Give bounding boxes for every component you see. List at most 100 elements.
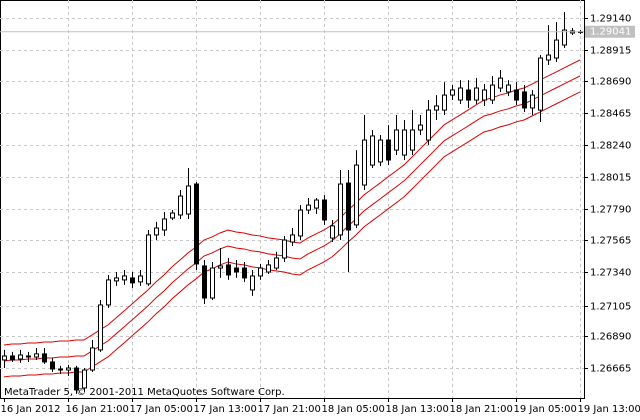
x-tick-label: 17 Jan 21:00	[258, 404, 321, 415]
candle-down	[242, 267, 247, 279]
envelope-line	[3, 91, 581, 378]
y-tick-label: 1.27565	[590, 236, 631, 247]
candle-down	[74, 367, 79, 391]
candle-up	[506, 84, 511, 93]
candle-down	[322, 199, 327, 221]
candle-up	[370, 135, 375, 166]
candle-up	[170, 212, 175, 219]
candle-up	[298, 209, 303, 237]
candle-up	[474, 87, 479, 101]
candle-up	[402, 129, 407, 156]
candle-down	[466, 89, 471, 101]
candle-up	[410, 129, 415, 151]
candle-up	[450, 89, 455, 96]
candle-up	[274, 257, 279, 269]
x-tick-label: 16 Jan 21:00	[66, 404, 129, 415]
candle-up	[394, 129, 399, 151]
candle-up	[186, 185, 191, 215]
copyright: MetaTrader 5, © 2001-2011 MetaQuotes Sof…	[4, 387, 285, 398]
candle-down	[42, 353, 47, 363]
y-tick-label: 1.27790	[590, 205, 631, 216]
candle-up	[114, 277, 119, 282]
y-tick-label: 1.27340	[590, 268, 631, 279]
candle-up	[98, 304, 103, 351]
y-tick-label: 1.26890	[590, 332, 631, 343]
x-tick-label: 19 Jan 13:00	[578, 404, 640, 415]
candle-up	[2, 355, 7, 361]
x-tick-label: 17 Jan 05:00	[130, 404, 193, 415]
candle-down	[234, 267, 239, 273]
candle-up	[362, 139, 367, 186]
candle-up	[554, 39, 559, 59]
candle-down	[202, 265, 207, 299]
candle-up	[106, 279, 111, 306]
candle-up	[330, 225, 335, 239]
candle-up	[538, 57, 543, 111]
candle-up	[314, 199, 319, 209]
candle-up	[178, 195, 183, 216]
candle-up	[218, 265, 223, 269]
plot-frame	[0, 0, 585, 399]
candle-up	[418, 124, 423, 131]
y-tick-label: 1.29140	[590, 14, 631, 25]
candle-down	[58, 368, 63, 371]
candle-down	[194, 183, 199, 265]
last-price-label: 1.29041	[590, 27, 631, 38]
axes: 1.29140 1.28915 1.28690 1.28465 1.28240 1.280…	[0, 14, 640, 415]
candle-up	[154, 227, 159, 236]
last-price-box	[585, 25, 635, 38]
candle-up	[138, 275, 143, 283]
candle-down	[130, 277, 135, 284]
candle-up	[458, 87, 463, 101]
y-tick-label: 1.28240	[590, 141, 631, 152]
y-tick-label: 1.27105	[590, 302, 631, 313]
candle-up	[18, 354, 23, 360]
candle-down	[10, 355, 15, 361]
candle-up	[82, 369, 87, 389]
candle-down	[386, 139, 391, 161]
candle-down	[50, 361, 55, 370]
candle-up	[266, 264, 271, 273]
candle-up	[66, 367, 71, 371]
candle-down	[514, 89, 519, 101]
candle-down	[522, 91, 527, 109]
candle-up	[442, 94, 447, 111]
x-tick-label: 18 Jan 21:00	[450, 404, 513, 415]
candle-up	[90, 347, 95, 371]
candle-down	[26, 355, 31, 358]
candle-up	[250, 275, 255, 291]
candle-up	[162, 218, 167, 231]
candle-up	[146, 234, 151, 285]
y-tick-label: 1.28915	[590, 46, 631, 57]
candle-down	[346, 182, 351, 231]
y-tick-label: 1.26665	[590, 364, 631, 375]
x-tick-label: 18 Jan 05:00	[322, 404, 385, 415]
candle-up	[258, 267, 263, 277]
x-tick-label: 18 Jan 13:00	[386, 404, 449, 415]
candle-up	[434, 105, 439, 111]
candle-down	[226, 264, 231, 276]
candle-up	[34, 353, 39, 358]
candle-up	[378, 139, 383, 163]
candle-up	[546, 54, 551, 61]
candle-up	[482, 89, 487, 101]
candle-up	[338, 183, 343, 236]
candle-up	[490, 84, 495, 101]
candle-up	[562, 29, 567, 46]
x-tick-label: 16 Jan 2012	[1, 404, 61, 415]
y-tick-label: 1.28015	[590, 173, 631, 184]
candles	[2, 12, 583, 394]
x-tick-label: 19 Jan 05:00	[514, 404, 577, 415]
candle-up	[426, 109, 431, 141]
y-tick-label: 1.28690	[590, 77, 631, 88]
candle-up	[530, 94, 535, 109]
candle-up	[210, 267, 215, 299]
y-tick-label: 1.28465	[590, 109, 631, 120]
candle-up	[282, 239, 287, 259]
candle-up	[354, 164, 359, 226]
candle-up	[498, 77, 503, 89]
candle-up	[306, 204, 311, 211]
x-tick-label: 17 Jan 13:00	[194, 404, 257, 415]
candle-up	[122, 275, 127, 281]
